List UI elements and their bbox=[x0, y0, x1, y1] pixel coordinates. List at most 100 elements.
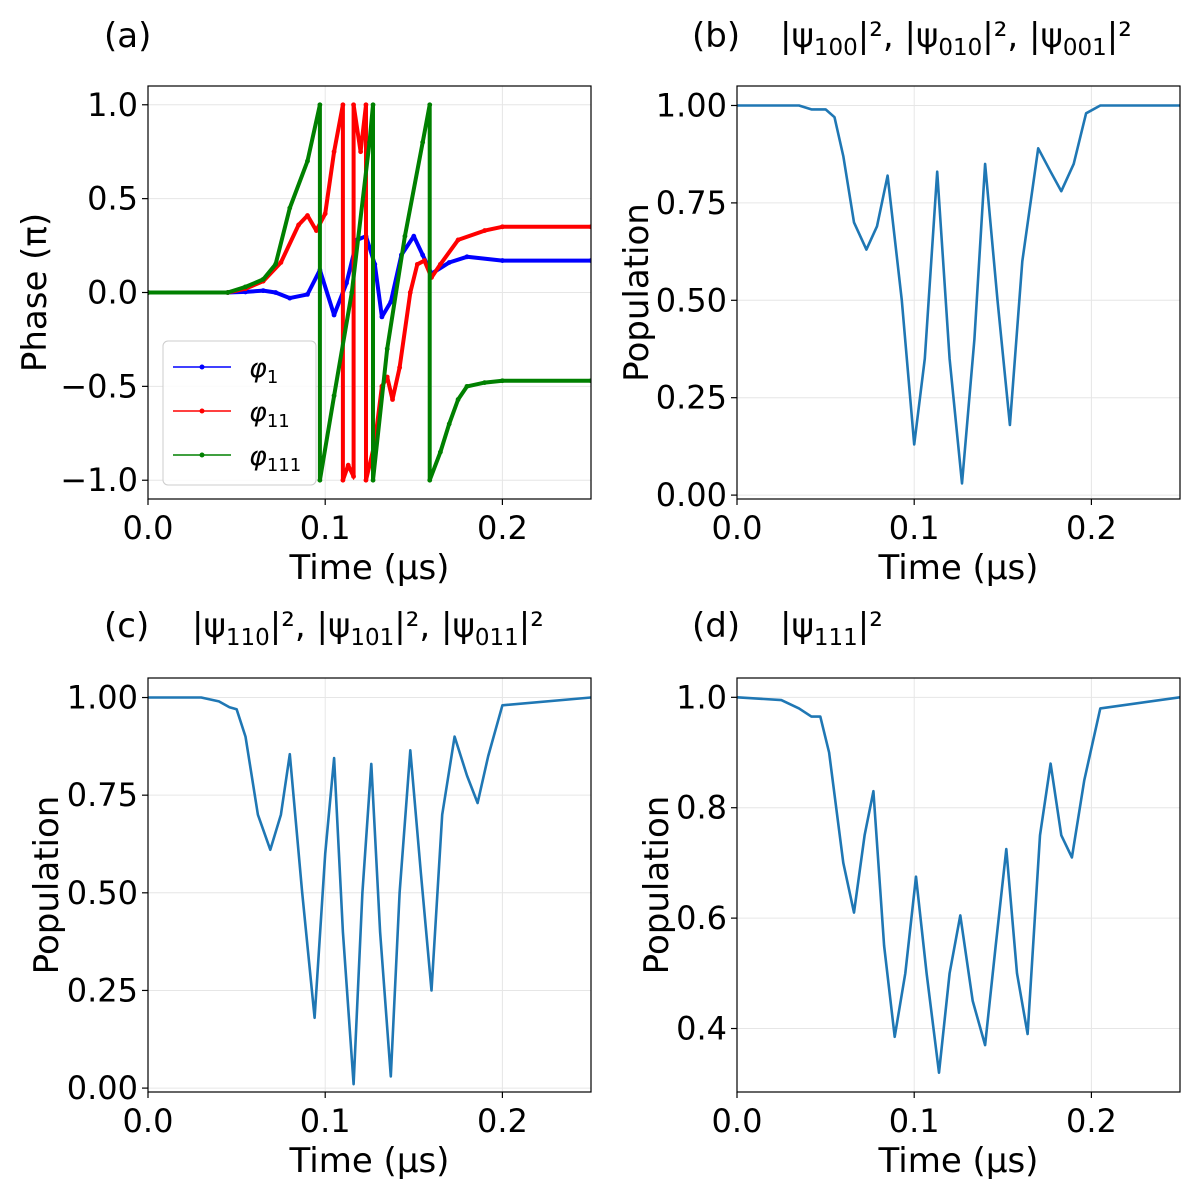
panel-title: |ψ111|² bbox=[780, 606, 883, 651]
data-point bbox=[411, 233, 417, 239]
data-point bbox=[437, 449, 443, 455]
data-point bbox=[482, 228, 488, 233]
data-point bbox=[437, 261, 443, 267]
data-point bbox=[260, 288, 266, 294]
data-point bbox=[313, 228, 319, 233]
x-tick-label: 0.2 bbox=[1066, 509, 1117, 547]
plot-frame bbox=[736, 85, 1181, 500]
y-tick-label: 0.00 bbox=[656, 476, 727, 514]
y-axis-label: Population bbox=[637, 796, 677, 975]
data-point bbox=[287, 295, 293, 301]
data-point bbox=[414, 261, 420, 267]
x-tick-label: 0.1 bbox=[889, 509, 940, 547]
y-tick-label: 1.00 bbox=[67, 679, 138, 717]
data-point bbox=[379, 314, 385, 320]
data-point bbox=[390, 397, 395, 402]
y-tick-label: 0.25 bbox=[67, 971, 138, 1009]
x-tick-label: 0.0 bbox=[712, 509, 763, 547]
data-area bbox=[148, 102, 591, 483]
x-tick-label: 0.0 bbox=[712, 1102, 763, 1140]
y-tick-label: 0.75 bbox=[656, 184, 727, 222]
legend-label-φ111: φ111 bbox=[249, 441, 301, 476]
data-point bbox=[351, 102, 356, 108]
y-tick-label: 0.25 bbox=[656, 379, 727, 417]
y-tick-label: −0.5 bbox=[60, 367, 138, 405]
panel-label: (b) bbox=[692, 16, 740, 56]
x-tick-label: 0.2 bbox=[477, 509, 528, 547]
panel-label: (c) bbox=[104, 606, 149, 646]
data-point bbox=[322, 211, 328, 217]
y-tick-label: 0.8 bbox=[676, 789, 727, 827]
y-tick-label: 1.00 bbox=[656, 86, 727, 124]
data-point bbox=[351, 474, 356, 479]
panel-a: 0.0 0.1 0.2 −1.0 −0.5 0.0 0.5 1.0 Time (μs) Phase… bbox=[15, 16, 592, 588]
x-axis-label: Time (μs) bbox=[878, 548, 1039, 588]
data-point bbox=[331, 312, 337, 318]
data-point bbox=[500, 378, 505, 384]
plot-frame bbox=[147, 677, 592, 1093]
panel-label: (d) bbox=[692, 606, 740, 646]
x-axis-label: Time (μs) bbox=[289, 1141, 450, 1181]
data-point bbox=[500, 224, 505, 230]
x-tick-label: 0.1 bbox=[300, 509, 351, 547]
data-point bbox=[278, 260, 284, 265]
legend-marker bbox=[199, 452, 205, 458]
y-tick-label: 0.50 bbox=[656, 281, 727, 319]
data-point bbox=[446, 421, 452, 427]
panel-c: 0.0 0.1 0.2 0.00 0.25 0.50 0.75 1.00 Time (μs) Po… bbox=[27, 606, 592, 1181]
x-tick-label: 0.2 bbox=[477, 1102, 528, 1140]
series-line-population bbox=[737, 104, 1180, 485]
data-point bbox=[260, 276, 266, 282]
panel-title: |ψ110|², |ψ101|², |ψ011|² bbox=[192, 606, 544, 651]
data-point bbox=[455, 237, 461, 243]
data-point bbox=[402, 233, 408, 239]
x-tick-label: 0.1 bbox=[889, 1102, 940, 1140]
x-tick-label: 0.2 bbox=[1066, 1102, 1117, 1140]
data-point bbox=[388, 299, 394, 305]
y-axis-label: Population bbox=[617, 203, 657, 382]
data-point bbox=[331, 149, 337, 155]
data-point bbox=[305, 213, 310, 218]
panel-b: 0.0 0.1 0.2 0.00 0.25 0.50 0.75 1.00 Time (μs) Po… bbox=[617, 16, 1181, 588]
data-point bbox=[287, 205, 293, 211]
y-tick-label: 0.4 bbox=[676, 1010, 727, 1048]
data-point bbox=[370, 102, 376, 108]
data-point bbox=[305, 158, 310, 164]
data-point bbox=[370, 477, 376, 483]
data-point bbox=[349, 290, 355, 295]
legend-label-φ11: φ11 bbox=[249, 397, 290, 432]
legend-box bbox=[162, 340, 317, 486]
data-point bbox=[363, 477, 369, 483]
x-axis-label: Time (μs) bbox=[878, 1141, 1039, 1181]
legend: φ1 φ11 φ111 bbox=[162, 340, 317, 486]
data-point bbox=[422, 258, 427, 263]
series-line-φ1 bbox=[148, 234, 591, 319]
data-point bbox=[397, 365, 403, 370]
y-axis-label: Phase (π) bbox=[15, 213, 55, 372]
panel-d: 0.0 0.1 0.2 0.4 0.6 0.8 1.0 Time (μs) Population… bbox=[637, 606, 1181, 1181]
data-point bbox=[384, 346, 390, 352]
legend-label-φ1: φ1 bbox=[249, 353, 278, 388]
y-tick-label: 0.00 bbox=[67, 1069, 138, 1107]
data-point bbox=[427, 477, 433, 483]
data-point bbox=[446, 260, 452, 265]
legend-marker bbox=[199, 408, 205, 414]
data-point bbox=[420, 252, 426, 258]
data-point bbox=[243, 284, 248, 290]
x-tick-label: 0.1 bbox=[300, 1102, 351, 1140]
data-point bbox=[296, 222, 302, 228]
data-area bbox=[737, 104, 1180, 485]
series-line-population bbox=[737, 695, 1180, 1074]
y-tick-label: 1.0 bbox=[87, 86, 138, 124]
data-point bbox=[482, 380, 488, 386]
y-tick-label: 0.5 bbox=[87, 180, 138, 218]
panel-title: |ψ100|², |ψ010|², |ψ001|² bbox=[780, 16, 1132, 61]
data-point bbox=[464, 383, 470, 389]
data-point bbox=[407, 290, 413, 295]
data-area bbox=[737, 695, 1180, 1074]
data-point bbox=[225, 290, 231, 295]
data-point bbox=[331, 393, 337, 399]
y-tick-label: 1.0 bbox=[676, 678, 727, 716]
y-tick-label: 0.6 bbox=[676, 899, 727, 937]
